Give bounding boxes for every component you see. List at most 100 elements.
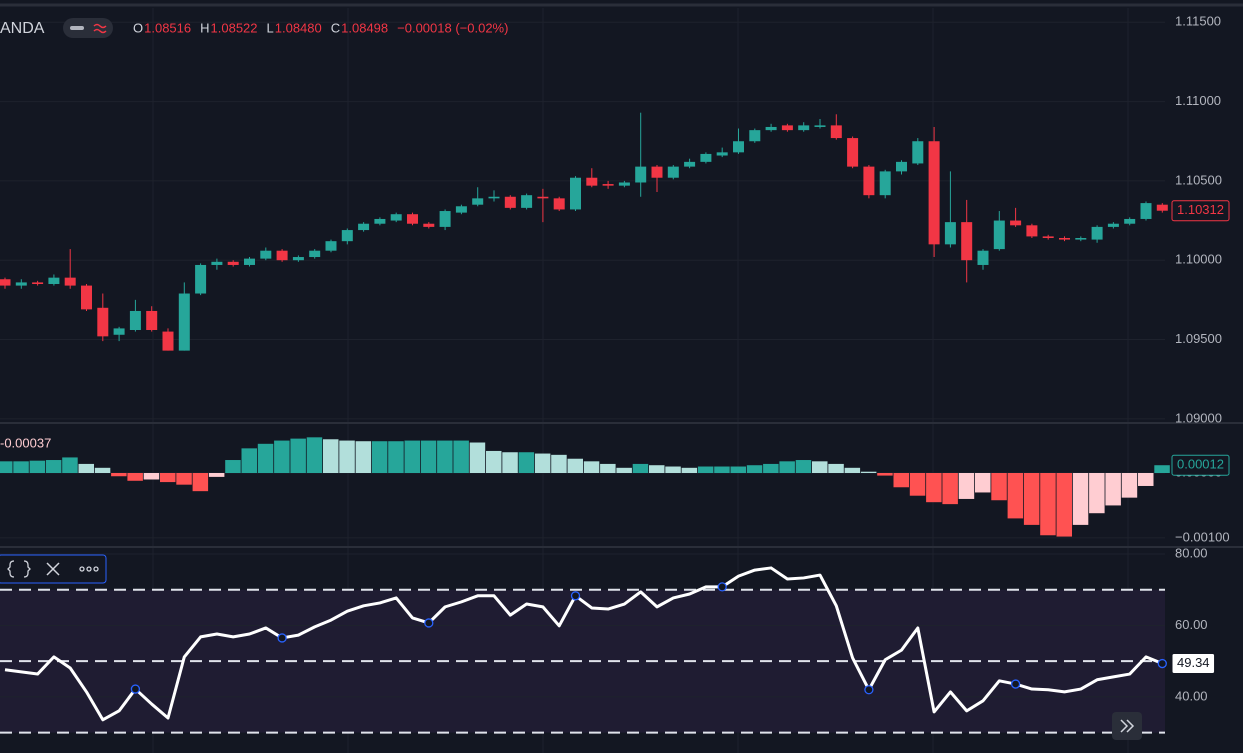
histogram-bar (388, 441, 404, 473)
candle-body (260, 250, 272, 259)
point-marker (130, 684, 141, 694)
y-tick-label: 80.00 (1175, 545, 1208, 560)
candle-body (64, 277, 76, 286)
candle-body (0, 279, 11, 286)
histogram-bar (323, 439, 339, 473)
candle-body (896, 161, 907, 172)
y-tick-label: −0.00100 (1175, 529, 1230, 544)
histogram-bar (355, 441, 372, 473)
candle-body (390, 214, 402, 221)
histogram-bar (111, 473, 127, 477)
histogram-bar (1138, 473, 1154, 486)
histogram-bar (909, 473, 926, 496)
candle-body (292, 257, 304, 261)
scroll-button[interactable] (1112, 712, 1142, 740)
histogram-bar (160, 473, 176, 483)
toggle-pill[interactable] (63, 18, 113, 38)
histogram-bar (78, 463, 94, 473)
histogram-bar (926, 473, 942, 503)
candle-body (1107, 223, 1119, 227)
histogram-bar (844, 467, 861, 473)
candle-body (15, 282, 27, 286)
y-tick-label: 1.09000 (1175, 410, 1222, 425)
histogram-bar (600, 463, 616, 473)
candle-body (32, 282, 44, 284)
histogram-bar (502, 452, 518, 473)
histogram-bar (13, 461, 29, 473)
histogram-bar (975, 473, 991, 493)
candle-body (863, 166, 875, 196)
candle-body (1059, 238, 1070, 240)
histogram-bar (893, 473, 909, 488)
toggle-icon (70, 26, 84, 30)
histogram-bar (225, 460, 241, 473)
y-tick-label: 40.00 (1175, 688, 1208, 703)
more-icon[interactable] (79, 566, 99, 572)
histogram-bar (1121, 473, 1138, 498)
candle-body (358, 223, 370, 231)
candle-body (129, 310, 141, 330)
candle-body (81, 285, 92, 310)
candle-body (211, 261, 223, 265)
histogram-bar (0, 461, 13, 473)
candle-body (1140, 203, 1152, 219)
histogram-bar (241, 448, 257, 473)
candle-body (162, 331, 174, 351)
value-box: 0.00012 (1171, 454, 1230, 476)
candle-body (455, 206, 467, 213)
close-icon[interactable] (46, 562, 60, 576)
candle-body (586, 177, 598, 186)
value-box: 1.10312 (1171, 200, 1230, 222)
histogram-bar (632, 463, 649, 473)
histogram-bar (45, 460, 62, 473)
histogram-bar (1056, 473, 1072, 537)
candle-body (602, 184, 614, 186)
histogram-bar (208, 473, 225, 477)
plot-layer: 1.11500 1.11000 1.10500 1.10000 1.09500 1.090… (0, 14, 1230, 734)
value-box-bg (1171, 653, 1216, 675)
point-marker (424, 618, 434, 628)
candle-body (977, 250, 989, 265)
candle-body (781, 125, 793, 131)
histogram-bar (1023, 473, 1040, 525)
histogram-bar (1154, 465, 1170, 473)
candle-body (472, 198, 484, 205)
candle-body (439, 211, 451, 227)
candle-body (635, 166, 647, 183)
histogram-bar (29, 460, 46, 473)
toggle-icon (93, 23, 107, 34)
histogram-bar (274, 440, 290, 473)
histogram-bar (665, 466, 681, 473)
ohlc-value: 1.08498 (341, 20, 388, 35)
histogram-bar (469, 442, 486, 473)
candle-body (488, 196, 500, 199)
candle-body (276, 250, 288, 261)
histogram-bar (812, 461, 828, 473)
histogram-bar (1072, 473, 1089, 525)
candle-body (961, 222, 973, 261)
candle-body (309, 250, 321, 258)
y-tick-label: 1.11000 (1175, 93, 1221, 108)
histogram-bar (681, 467, 698, 473)
histogram-bar (991, 473, 1007, 501)
settings-icon[interactable] (7, 560, 31, 578)
candle-body (684, 161, 696, 167)
legend-header: ANDA O 1.08516 H 1.08522 L 1.08480 C 1.08498 −0.… (0, 18, 508, 38)
candle-body (553, 198, 565, 210)
candle-body (618, 182, 630, 186)
histogram-bar (714, 466, 730, 473)
histogram-bar (257, 443, 274, 473)
value-label: 49.34 (1177, 655, 1210, 670)
candle-body (1124, 218, 1136, 224)
histogram-bar (306, 437, 323, 473)
histogram-bar (730, 466, 746, 473)
value-label: 1.10312 (1177, 202, 1224, 217)
candle-body (521, 195, 533, 208)
candle-body (407, 214, 418, 224)
point-marker (864, 685, 874, 695)
candle-body (570, 177, 581, 210)
candle-body (1156, 204, 1168, 211)
histogram-bar (143, 473, 160, 480)
histogram-bar (697, 466, 714, 473)
